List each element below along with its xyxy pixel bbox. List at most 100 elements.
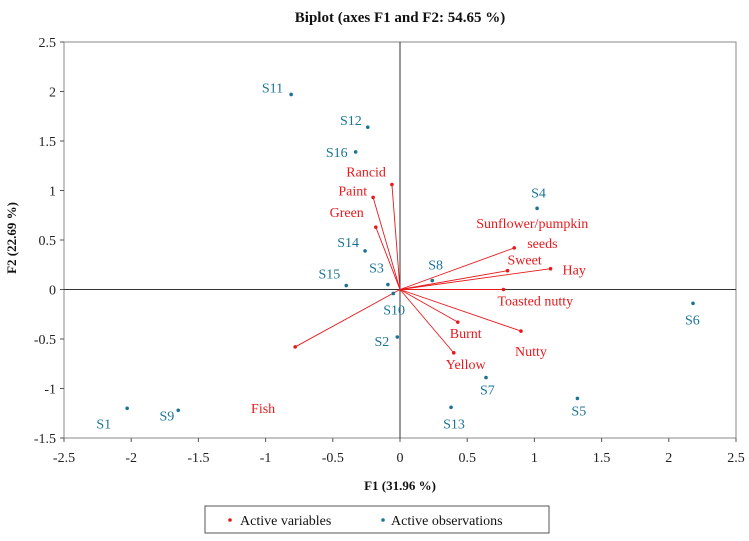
x-axis-title: F1 (31.96 %) — [364, 478, 436, 493]
observation-s8 — [430, 278, 435, 283]
label-s4: S4 — [531, 186, 546, 201]
vector-tip-sunflower-pumpkin-seeds — [512, 246, 517, 250]
vector-tip-fish — [293, 345, 297, 349]
y-tick-label: 2 — [49, 86, 56, 101]
x-axis-ticks: -2.5 -2 -1.5 -1 -0.5 0 0.5 1 1.5 2 2.5 — [53, 438, 745, 466]
y-tick-label: -1 — [44, 383, 56, 398]
observation-s9 — [176, 408, 181, 413]
label-toasted-nutty: Toasted nutty — [497, 295, 573, 310]
vector-tip-green — [374, 225, 378, 229]
label-s8: S8 — [428, 259, 443, 274]
observation-s6 — [691, 301, 695, 306]
vector-hay — [399, 268, 551, 290]
label-s9: S9 — [159, 409, 174, 424]
vector-sunflower-pumpkin-seeds — [399, 247, 515, 290]
vector-green — [375, 226, 401, 290]
observation-s3 — [386, 282, 390, 287]
label-s2: S2 — [375, 335, 390, 350]
observation-s13 — [449, 405, 453, 410]
y-tick-label: 1.5 — [39, 135, 57, 150]
label-burnt: Burnt — [450, 327, 482, 342]
label-rancid: Rancid — [346, 166, 386, 181]
legend-label-variables: Active variables — [240, 514, 331, 529]
vector-paint — [372, 197, 401, 290]
y-axis-title: F2 (22.69 %) — [4, 202, 19, 274]
label-green: Green — [330, 206, 364, 221]
x-tick-label: -0.5 — [322, 451, 344, 466]
label-fish: Fish — [251, 402, 275, 417]
y-tick-label: -0.5 — [34, 333, 56, 348]
label-s7: S7 — [480, 384, 495, 399]
y-tick-label: 2.5 — [39, 36, 57, 51]
vector-tip-nutty — [519, 329, 523, 333]
legend-label-observations: Active observations — [391, 514, 503, 529]
observation-points — [125, 92, 695, 413]
observation-s4 — [535, 206, 539, 211]
label-s6: S6 — [685, 313, 700, 328]
observation-s7 — [484, 375, 488, 380]
label-s3: S3 — [369, 262, 384, 277]
x-tick-label: 1.5 — [593, 451, 611, 466]
vector-rancid — [391, 184, 401, 290]
observation-s1 — [125, 406, 129, 411]
x-tick-label: 2 — [665, 451, 672, 466]
zero-axes — [64, 42, 736, 438]
label-s16: S16 — [326, 146, 348, 161]
label-nutty: Nutty — [515, 345, 547, 360]
label-s11: S11 — [262, 81, 283, 96]
variable-vectors — [293, 182, 553, 355]
y-axis-ticks: -1.5 -1 -0.5 0 0.5 1 1.5 2 2.5 — [34, 36, 64, 447]
y-tick-label: 1 — [49, 185, 56, 200]
observation-s15 — [344, 283, 349, 288]
label-s12: S12 — [340, 114, 362, 129]
legend-marker-observations — [381, 518, 385, 522]
legend-box — [204, 505, 550, 534]
label-s15: S15 — [318, 268, 340, 283]
observation-s12 — [365, 125, 370, 129]
label-hay: Hay — [563, 264, 586, 279]
vector-tip-burnt — [455, 320, 460, 324]
x-tick-label: 1 — [531, 451, 538, 466]
y-tick-label: -1.5 — [34, 432, 56, 447]
legend: Active variables Active observations — [204, 505, 550, 534]
observation-s10 — [391, 291, 396, 296]
chart-title: Biplot (axes F1 and F2: 54.65 %) — [295, 10, 505, 26]
x-tick-label: 0 — [397, 451, 404, 466]
label-yellow: Yellow — [446, 358, 487, 373]
observation-s5 — [575, 396, 580, 401]
vector-tip-rancid — [390, 182, 394, 187]
label-s5: S5 — [571, 404, 586, 419]
label-s10: S10 — [383, 303, 405, 318]
observation-s14 — [363, 249, 367, 253]
label-paint: Paint — [338, 184, 367, 199]
label-s1: S1 — [96, 417, 111, 432]
x-tick-label: 0.5 — [458, 451, 476, 466]
vector-tip-paint — [371, 195, 375, 200]
x-tick-label: -1.5 — [187, 451, 209, 466]
vector-tip-toasted-nutty — [501, 287, 506, 292]
point-labels: Rancid Paint Green Sunflower/pumpkin seeds Sw… — [96, 81, 699, 432]
label-s14: S14 — [337, 236, 359, 251]
y-tick-label: 0 — [49, 284, 56, 299]
legend-marker-variables — [228, 518, 232, 522]
vector-tip-hay — [548, 266, 553, 271]
vector-tip-yellow — [451, 351, 456, 355]
vector-nutty — [399, 289, 522, 332]
vector-fish — [294, 289, 401, 348]
y-tick-label: 0.5 — [39, 234, 57, 249]
vector-yellow — [399, 289, 455, 354]
x-tick-label: 2.5 — [727, 451, 745, 466]
observation-s16 — [353, 150, 358, 154]
vector-tip-sweet — [505, 268, 510, 273]
vector-sweet — [399, 270, 508, 290]
observation-s2 — [395, 335, 400, 339]
vector-burnt — [399, 289, 459, 323]
x-tick-label: -1 — [260, 451, 272, 466]
label-s13: S13 — [443, 417, 465, 432]
x-tick-label: -2 — [125, 451, 137, 466]
x-tick-label: -2.5 — [53, 451, 75, 466]
label-sweet: Sweet — [508, 254, 542, 269]
label-sunflower-pumpkin-seeds: Sunflower/pumpkin seeds — [476, 217, 588, 252]
observation-s11 — [289, 92, 293, 97]
